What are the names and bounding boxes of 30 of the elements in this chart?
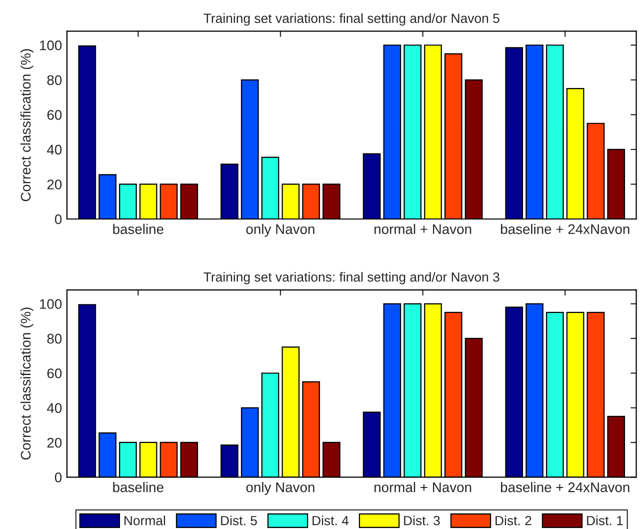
legend-label: Dist. 1: [587, 516, 623, 526]
y-tick-label: 20: [47, 180, 62, 190]
y-tick-label: 100: [40, 40, 62, 50]
legend-label: Dist. 5: [221, 516, 257, 526]
y-tick-label: 60: [47, 368, 62, 378]
legend-label: Dist. 2: [496, 516, 532, 526]
y-tick-label: 20: [47, 438, 62, 448]
y-axis-title: Correct classification (%): [20, 49, 34, 202]
chart-title: Training set variations: final setting and/or Navon 5: [204, 13, 500, 26]
x-tick-label: baseline + 24xNavon: [500, 482, 630, 492]
y-tick-label: 40: [46, 144, 62, 155]
y-tick-label: 80: [47, 334, 62, 344]
chart-title: Training set variations: final setting and/or Navon 3: [204, 272, 500, 284]
x-tick-label: baseline + 24xNavon: [500, 224, 630, 234]
legend-label: Dist. 4: [312, 516, 349, 526]
y-tick-label: 0: [54, 214, 62, 224]
x-tick-label: baseline: [113, 482, 164, 492]
legend-label: Dist. 3: [404, 516, 440, 526]
y-tick-label: 80: [47, 75, 62, 86]
x-tick-label: normal + Navon: [374, 224, 472, 234]
y-tick-label: 0: [54, 472, 62, 482]
legend-label: Normal: [124, 516, 166, 526]
y-axis-title: Correct classification (%): [20, 308, 34, 460]
x-tick-label: baseline: [113, 224, 164, 234]
x-tick-label: normal + Navon: [374, 482, 472, 492]
y-tick-label: 100: [40, 299, 62, 309]
y-tick-label: 40: [46, 403, 62, 413]
x-tick-label: only Navon: [246, 224, 314, 237]
x-tick-label: only Navon: [246, 482, 314, 495]
y-tick-label: 60: [47, 110, 62, 120]
